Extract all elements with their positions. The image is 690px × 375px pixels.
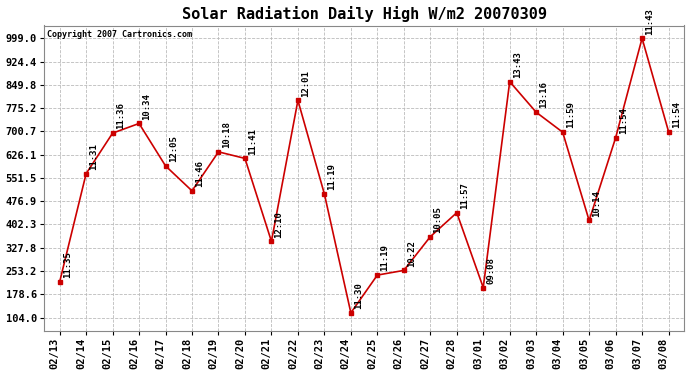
- Text: 11:30: 11:30: [354, 282, 363, 309]
- Text: 11:31: 11:31: [89, 143, 98, 170]
- Text: 10:22: 10:22: [407, 240, 416, 267]
- Text: 10:14: 10:14: [592, 190, 601, 217]
- Text: Copyright 2007 Cartronics.com: Copyright 2007 Cartronics.com: [47, 30, 192, 39]
- Text: 11:19: 11:19: [380, 244, 390, 272]
- Text: 10:34: 10:34: [142, 93, 151, 120]
- Text: 10:05: 10:05: [433, 206, 442, 233]
- Text: 11:46: 11:46: [195, 160, 204, 187]
- Text: 12:01: 12:01: [301, 70, 310, 97]
- Text: 13:43: 13:43: [513, 51, 522, 78]
- Text: 11:43: 11:43: [645, 8, 654, 34]
- Text: 12:05: 12:05: [169, 135, 178, 162]
- Text: 11:57: 11:57: [460, 182, 469, 209]
- Text: 11:35: 11:35: [63, 251, 72, 278]
- Text: 11:54: 11:54: [619, 107, 628, 134]
- Text: 11:59: 11:59: [566, 102, 575, 129]
- Title: Solar Radiation Daily High W/m2 20070309: Solar Radiation Daily High W/m2 20070309: [181, 6, 546, 21]
- Text: 12:10: 12:10: [275, 211, 284, 238]
- Text: 11:19: 11:19: [328, 164, 337, 190]
- Text: 11:36: 11:36: [116, 102, 125, 129]
- Text: 10:18: 10:18: [221, 121, 230, 148]
- Text: 09:08: 09:08: [486, 257, 495, 284]
- Text: 13:16: 13:16: [540, 82, 549, 108]
- Text: 11:41: 11:41: [248, 128, 257, 154]
- Text: 11:54: 11:54: [672, 101, 681, 128]
